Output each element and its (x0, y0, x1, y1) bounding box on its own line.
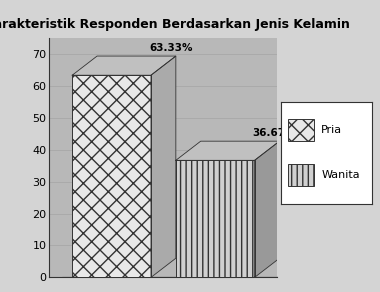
FancyBboxPatch shape (288, 164, 314, 186)
Text: 36.67%: 36.67% (253, 128, 296, 138)
Text: Wanita: Wanita (321, 170, 360, 180)
Polygon shape (176, 141, 279, 160)
Text: Pria: Pria (321, 125, 342, 135)
Polygon shape (151, 56, 176, 277)
Polygon shape (72, 56, 176, 75)
Text: 63.33%: 63.33% (149, 43, 192, 53)
Polygon shape (255, 141, 279, 277)
Bar (72, 75, 151, 277)
Text: Karakteristik Responden Berdasarkan Jenis Kelamin: Karakteristik Responden Berdasarkan Jeni… (0, 18, 350, 31)
Bar (176, 160, 255, 277)
FancyBboxPatch shape (288, 119, 314, 141)
